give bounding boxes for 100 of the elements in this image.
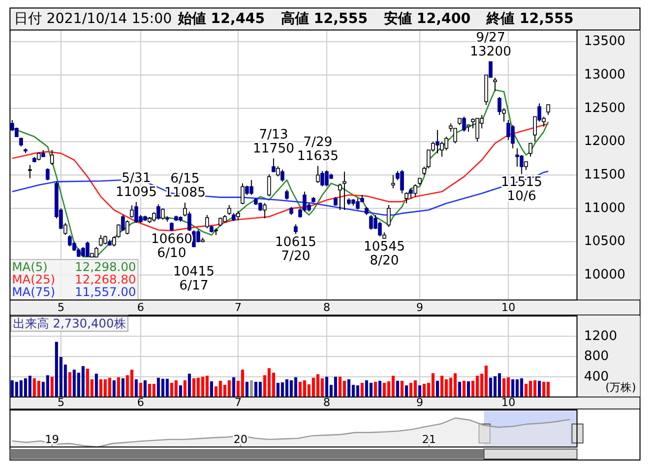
bar [55,342,58,397]
candlestick [46,168,50,181]
annotation: 9/27 13200 [470,30,512,60]
bar [454,373,457,397]
y-tick-label: 13500 [584,34,626,50]
candlestick [63,222,68,236]
bar [201,376,204,397]
bar [72,370,76,397]
candlestick [502,108,506,122]
x-tick-label: 9 [416,301,424,314]
candlestick [196,229,200,243]
bar [152,384,156,397]
annotation: 10415 6/17 [173,264,215,294]
candlestick [520,154,524,174]
bar [462,380,466,397]
bar [99,379,102,397]
candlestick [156,204,160,220]
candlestick [94,246,98,258]
candlestick [342,171,346,210]
text: 高値 12,555 [280,10,368,27]
bar [538,380,541,397]
y-tick-label: 11000 [584,200,626,216]
annotation: 7/13 11750 [252,127,294,156]
text: 始値 12,445 [176,10,265,27]
candlestick [444,136,448,151]
bar [183,380,186,397]
text: 終値 12,555 [486,10,574,27]
bar [533,380,536,397]
candlestick [227,204,232,216]
candlestick [267,174,272,197]
bar [104,379,107,397]
text: 安値 12,400 [384,10,471,27]
annotation: 7/29 11635 [297,135,339,164]
annotation: 20 [234,433,248,446]
x-tick-label: 10 [501,301,516,314]
bar [422,384,426,397]
bar [484,366,488,397]
bar [210,381,214,397]
candlestick [391,174,396,189]
bar [546,382,550,397]
bar [134,379,138,397]
y-tick-label: 13000 [584,68,626,83]
y-tick-label: 10500 [584,234,626,250]
bar [245,382,248,397]
candlestick [528,142,532,158]
x-tick-label: 6 [137,301,144,314]
x-tick-label: 5 [57,396,64,410]
text: MA(25) 12,268.80 [12,272,136,286]
y-tick-label: 10000 [584,268,626,283]
bar [396,380,400,397]
x-tick-label: 8 [323,301,330,314]
candlestick [475,118,480,142]
y-tick-label: 11500 [584,168,626,183]
candlestick [294,224,298,234]
candlestick [236,210,240,221]
y-tick-label: 1200 [584,328,618,344]
text: MA(5) 12,298.00 [12,260,136,274]
candlestick [338,183,342,210]
bar [524,384,528,397]
x-tick-label: 8 [323,396,330,410]
bar [436,380,439,397]
candlestick [125,220,130,235]
annotation: 10545 8/20 [364,240,405,269]
candlestick [276,166,280,177]
candlestick [440,141,444,158]
x-tick-label: 6 [137,396,144,410]
bar [414,380,417,397]
bar [360,382,364,397]
bar [196,378,200,397]
candlestick [546,104,550,116]
candlestick [160,208,165,220]
candlestick [98,234,103,247]
bar [68,372,72,397]
bar [144,380,147,397]
bar [342,380,346,397]
bar [374,382,377,397]
candlestick [205,214,210,229]
bar [418,385,422,397]
bar [298,382,302,397]
bar [382,382,386,397]
candlestick [324,170,329,187]
bar [121,378,124,397]
bar [365,380,368,397]
y-tick-label: 12500 [584,100,626,116]
bar [404,385,408,397]
bar [10,380,14,397]
bar [506,377,510,397]
x-tick-label: 9 [416,396,424,410]
bar [294,377,298,397]
x-tick-label: 10 [501,396,516,410]
candlestick [453,128,458,144]
bar [400,380,404,397]
candlestick [183,202,187,217]
x-tick-label: 7 [234,396,242,410]
bar [511,379,514,397]
bar [28,376,32,397]
bar [542,382,546,397]
candlestick [378,221,382,237]
x-tick-label: 7 [234,301,242,314]
candlestick [386,204,391,228]
